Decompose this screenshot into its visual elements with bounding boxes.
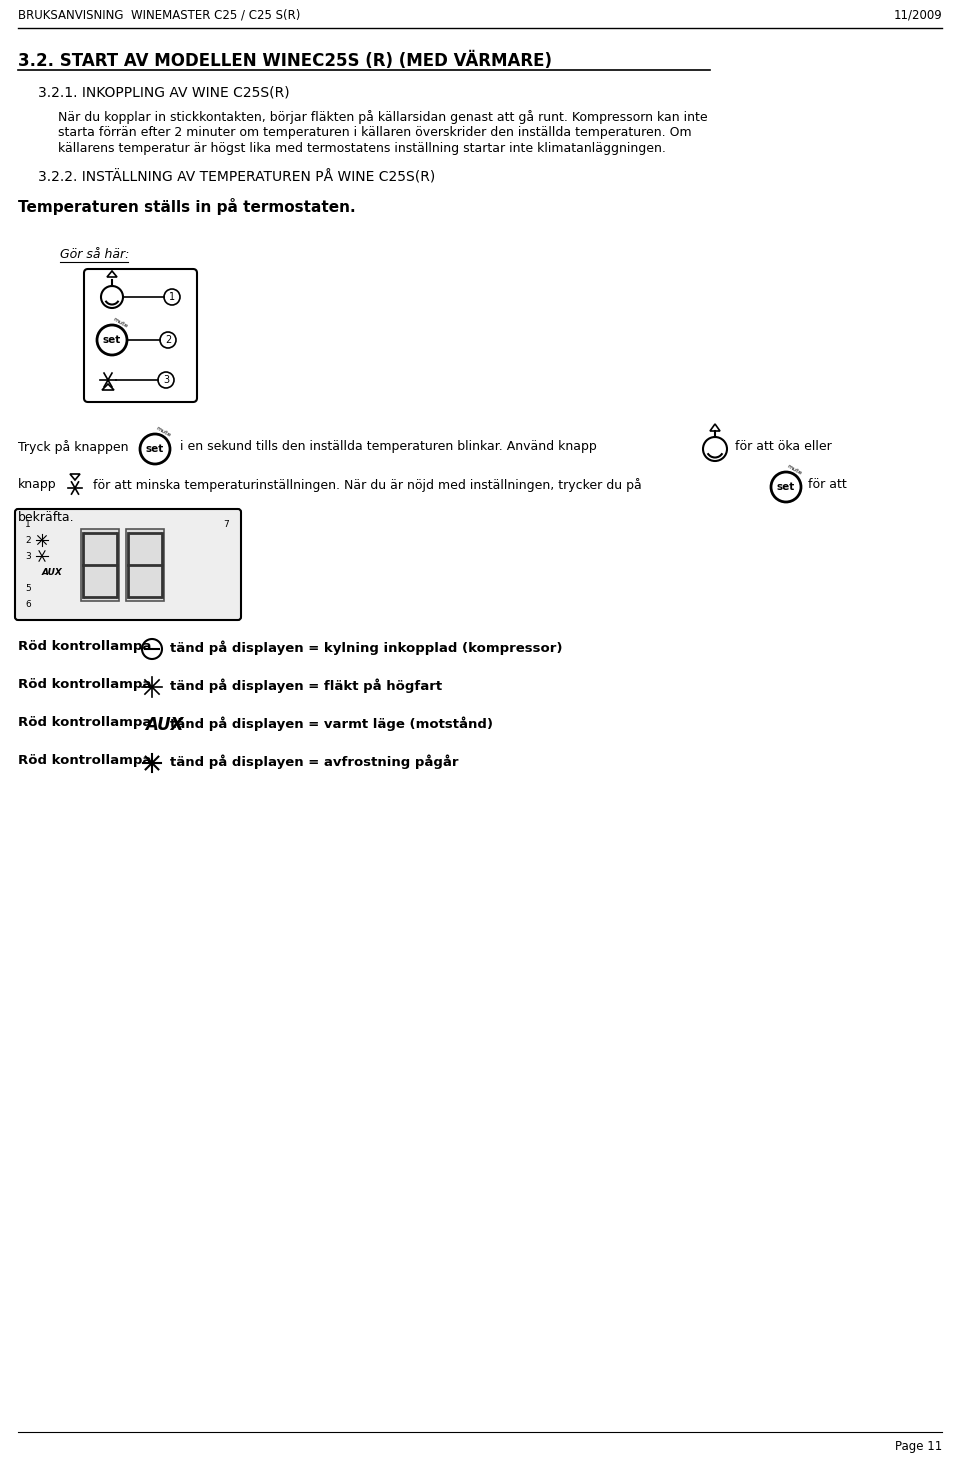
- Text: källarens temperatur är högst lika med termostatens inställning startar inte kli: källarens temperatur är högst lika med t…: [58, 142, 666, 155]
- FancyBboxPatch shape: [84, 268, 197, 403]
- Text: 3: 3: [25, 552, 31, 560]
- FancyBboxPatch shape: [126, 530, 164, 601]
- Text: mute: mute: [155, 426, 172, 438]
- Text: 1: 1: [25, 519, 31, 528]
- Text: Tryck på knappen: Tryck på knappen: [18, 441, 129, 454]
- FancyBboxPatch shape: [15, 509, 241, 620]
- Text: knapp: knapp: [18, 479, 57, 492]
- Text: tänd på displayen = kylning inkopplad (kompressor): tänd på displayen = kylning inkopplad (k…: [170, 641, 563, 655]
- Text: 3.2.1. INKOPPLING AV WINE C25S(R): 3.2.1. INKOPPLING AV WINE C25S(R): [38, 85, 290, 99]
- Text: Temperaturen ställs in på termostaten.: Temperaturen ställs in på termostaten.: [18, 198, 355, 214]
- Text: tänd på displayen = avfrostning pågår: tänd på displayen = avfrostning pågår: [170, 754, 459, 769]
- Text: 3: 3: [163, 375, 169, 385]
- Text: set: set: [777, 481, 795, 492]
- Text: Röd kontrollampa: Röd kontrollampa: [18, 678, 152, 692]
- Text: tänd på displayen = varmt läge (motstånd): tänd på displayen = varmt läge (motstånd…: [170, 716, 493, 731]
- Text: 5: 5: [25, 584, 31, 592]
- Text: Röd kontrollampa: Röd kontrollampa: [18, 641, 152, 654]
- Text: Page 11: Page 11: [895, 1440, 942, 1453]
- Text: för att öka eller: för att öka eller: [735, 441, 831, 452]
- Text: 11/2009: 11/2009: [893, 7, 942, 20]
- Text: tänd på displayen = fläkt på högfart: tänd på displayen = fläkt på högfart: [170, 678, 443, 693]
- Text: 1: 1: [169, 292, 175, 302]
- Text: 6: 6: [25, 600, 31, 608]
- Text: 3.2. START AV MODELLEN WINEC25S (R) (MED VÄRMARE): 3.2. START AV MODELLEN WINEC25S (R) (MED…: [18, 53, 552, 70]
- Text: 3.2.2. INSTÄLLNING AV TEMPERATUREN PÅ WINE C25S(R): 3.2.2. INSTÄLLNING AV TEMPERATUREN PÅ WI…: [38, 171, 435, 184]
- Circle shape: [97, 325, 127, 355]
- FancyBboxPatch shape: [81, 530, 119, 601]
- Text: mute: mute: [785, 464, 803, 476]
- Text: bekräfta.: bekräfta.: [18, 511, 75, 524]
- Text: AUX: AUX: [41, 568, 62, 576]
- Text: för att minska temperaturinställningen. När du är nöjd med inställningen, trycke: för att minska temperaturinställningen. …: [93, 479, 641, 492]
- Text: 2: 2: [165, 336, 171, 344]
- Text: starta förrän efter 2 minuter om temperaturen i källaren överskrider den inställ: starta förrän efter 2 minuter om tempera…: [58, 125, 691, 139]
- Text: Röd kontrollampa: Röd kontrollampa: [18, 716, 152, 730]
- Text: för att: för att: [808, 479, 847, 492]
- Text: Gör så här:: Gör så här:: [60, 248, 130, 261]
- Text: set: set: [146, 444, 164, 454]
- Text: Röd kontrollampa: Röd kontrollampa: [18, 754, 152, 767]
- Circle shape: [771, 473, 801, 502]
- Text: AUX: AUX: [145, 716, 183, 734]
- Text: 2: 2: [25, 535, 31, 544]
- Circle shape: [140, 433, 170, 464]
- Text: BRUKSANVISNING  WINEMASTER C25 / C25 S(R): BRUKSANVISNING WINEMASTER C25 / C25 S(R): [18, 7, 300, 20]
- Text: set: set: [103, 336, 121, 344]
- Text: 7: 7: [223, 519, 228, 528]
- Text: i en sekund tills den inställda temperaturen blinkar. Använd knapp: i en sekund tills den inställda temperat…: [180, 441, 597, 452]
- Text: När du kopplar in stickkontakten, börjar fläkten på källarsidan genast att gå ru: När du kopplar in stickkontakten, börjar…: [58, 109, 708, 124]
- Text: mute: mute: [111, 317, 129, 330]
